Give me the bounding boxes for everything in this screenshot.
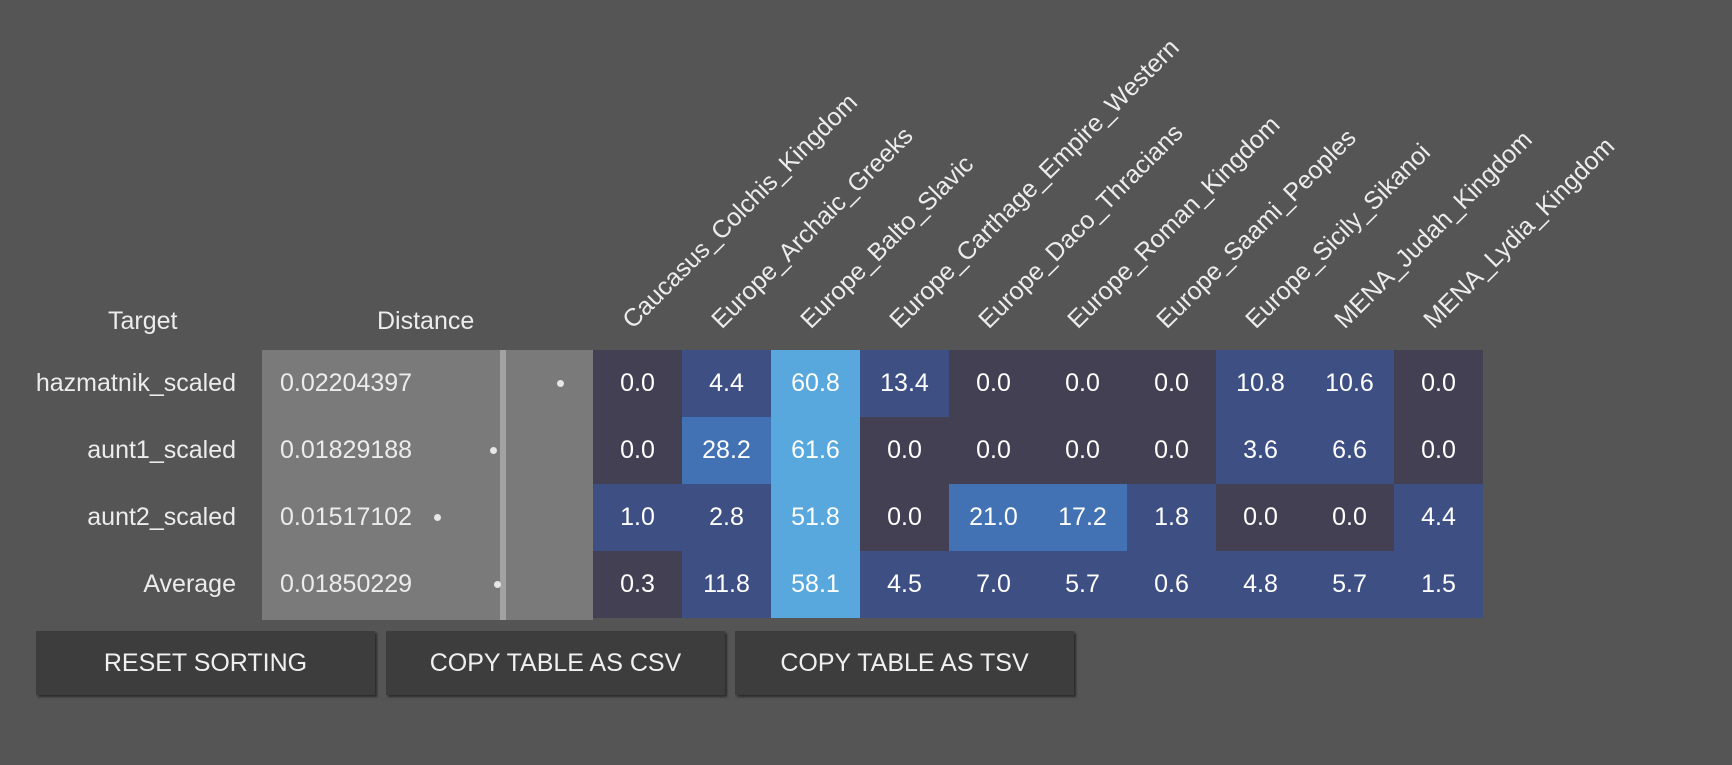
admixture-cell: 0.0 xyxy=(593,350,682,417)
admixture-cell: 61.6 xyxy=(771,417,860,484)
copy-csv-button[interactable]: COPY TABLE AS CSV xyxy=(386,631,725,695)
distance-dot xyxy=(557,380,565,387)
distance-row: 0.02204397 xyxy=(262,350,593,417)
target-name: hazmatnik_scaled xyxy=(35,369,236,397)
admixture-cell: 10.6 xyxy=(1305,350,1394,417)
admixture-cell: 0.0 xyxy=(949,350,1038,417)
distance-column: 0.02204397 0.01829188 0.01517102 0.01850229 xyxy=(262,350,593,620)
admixture-cell: 0.0 xyxy=(949,417,1038,484)
admixture-cell: 5.7 xyxy=(1038,551,1127,618)
admixture-cell: 0.0 xyxy=(1305,484,1394,551)
distance-value: 0.01850229 xyxy=(280,570,413,598)
admixture-cell: 0.0 xyxy=(1038,350,1127,417)
distance-value: 0.01829188 xyxy=(280,436,413,464)
admixture-cell: 0.0 xyxy=(860,417,949,484)
admixture-cell: 17.2 xyxy=(1038,484,1127,551)
distance-dot xyxy=(490,447,498,454)
copy-tsv-button[interactable]: COPY TABLE AS TSV xyxy=(735,631,1074,695)
admixture-cell: 0.0 xyxy=(1216,484,1305,551)
admixture-cell: 11.8 xyxy=(682,551,771,618)
admixture-cell: 4.4 xyxy=(1394,484,1483,551)
average-distance-line xyxy=(500,350,506,620)
admixture-cell: 4.8 xyxy=(1216,551,1305,618)
admixture-cell: 0.0 xyxy=(1394,350,1483,417)
admixture-cell: 1.5 xyxy=(1394,551,1483,618)
distance-dot xyxy=(434,514,442,521)
admixture-cell: 1.0 xyxy=(593,484,682,551)
distance-value: 0.02204397 xyxy=(280,369,413,397)
distance-column-header[interactable]: Distance xyxy=(377,307,475,335)
admixture-cell: 10.8 xyxy=(1216,350,1305,417)
admixture-cell: 58.1 xyxy=(771,551,860,618)
admixture-cell: 5.7 xyxy=(1305,551,1394,618)
admixture-cell: 0.6 xyxy=(1127,551,1216,618)
admixture-cell: 6.6 xyxy=(1305,417,1394,484)
target-name: Average xyxy=(143,570,236,598)
admixture-cell: 60.8 xyxy=(771,350,860,417)
target-column-header[interactable]: Target xyxy=(108,307,178,335)
admixture-cell: 0.0 xyxy=(1127,417,1216,484)
distance-row: 0.01517102 xyxy=(262,484,593,551)
admixture-cell: 7.0 xyxy=(949,551,1038,618)
admixture-cell: 1.8 xyxy=(1127,484,1216,551)
target-name: aunt2_scaled xyxy=(87,503,236,531)
admixture-cell: 3.6 xyxy=(1216,417,1305,484)
admixture-cell: 0.0 xyxy=(1394,417,1483,484)
distance-row: 0.01850229 xyxy=(262,551,593,618)
admixture-cell: 0.0 xyxy=(1127,350,1216,417)
population-header-label: Europe_Balto_Slavic xyxy=(795,150,980,334)
target-name: aunt1_scaled xyxy=(87,436,236,464)
admixture-cell: 0.3 xyxy=(593,551,682,618)
distance-dot xyxy=(493,581,501,588)
admixture-cell: 2.8 xyxy=(682,484,771,551)
distance-row: 0.01829188 xyxy=(262,417,593,484)
admixture-cell: 0.0 xyxy=(593,417,682,484)
admixture-cell: 0.0 xyxy=(860,484,949,551)
distance-value: 0.01517102 xyxy=(280,503,413,531)
admixture-cell: 4.5 xyxy=(860,551,949,618)
admixture-cell: 4.4 xyxy=(682,350,771,417)
reset-sorting-button[interactable]: RESET SORTING xyxy=(36,631,375,695)
admixture-cell: 51.8 xyxy=(771,484,860,551)
admixture-cell: 21.0 xyxy=(949,484,1038,551)
admixture-cell: 0.0 xyxy=(1038,417,1127,484)
admixture-cell: 28.2 xyxy=(682,417,771,484)
admixture-cell: 13.4 xyxy=(860,350,949,417)
